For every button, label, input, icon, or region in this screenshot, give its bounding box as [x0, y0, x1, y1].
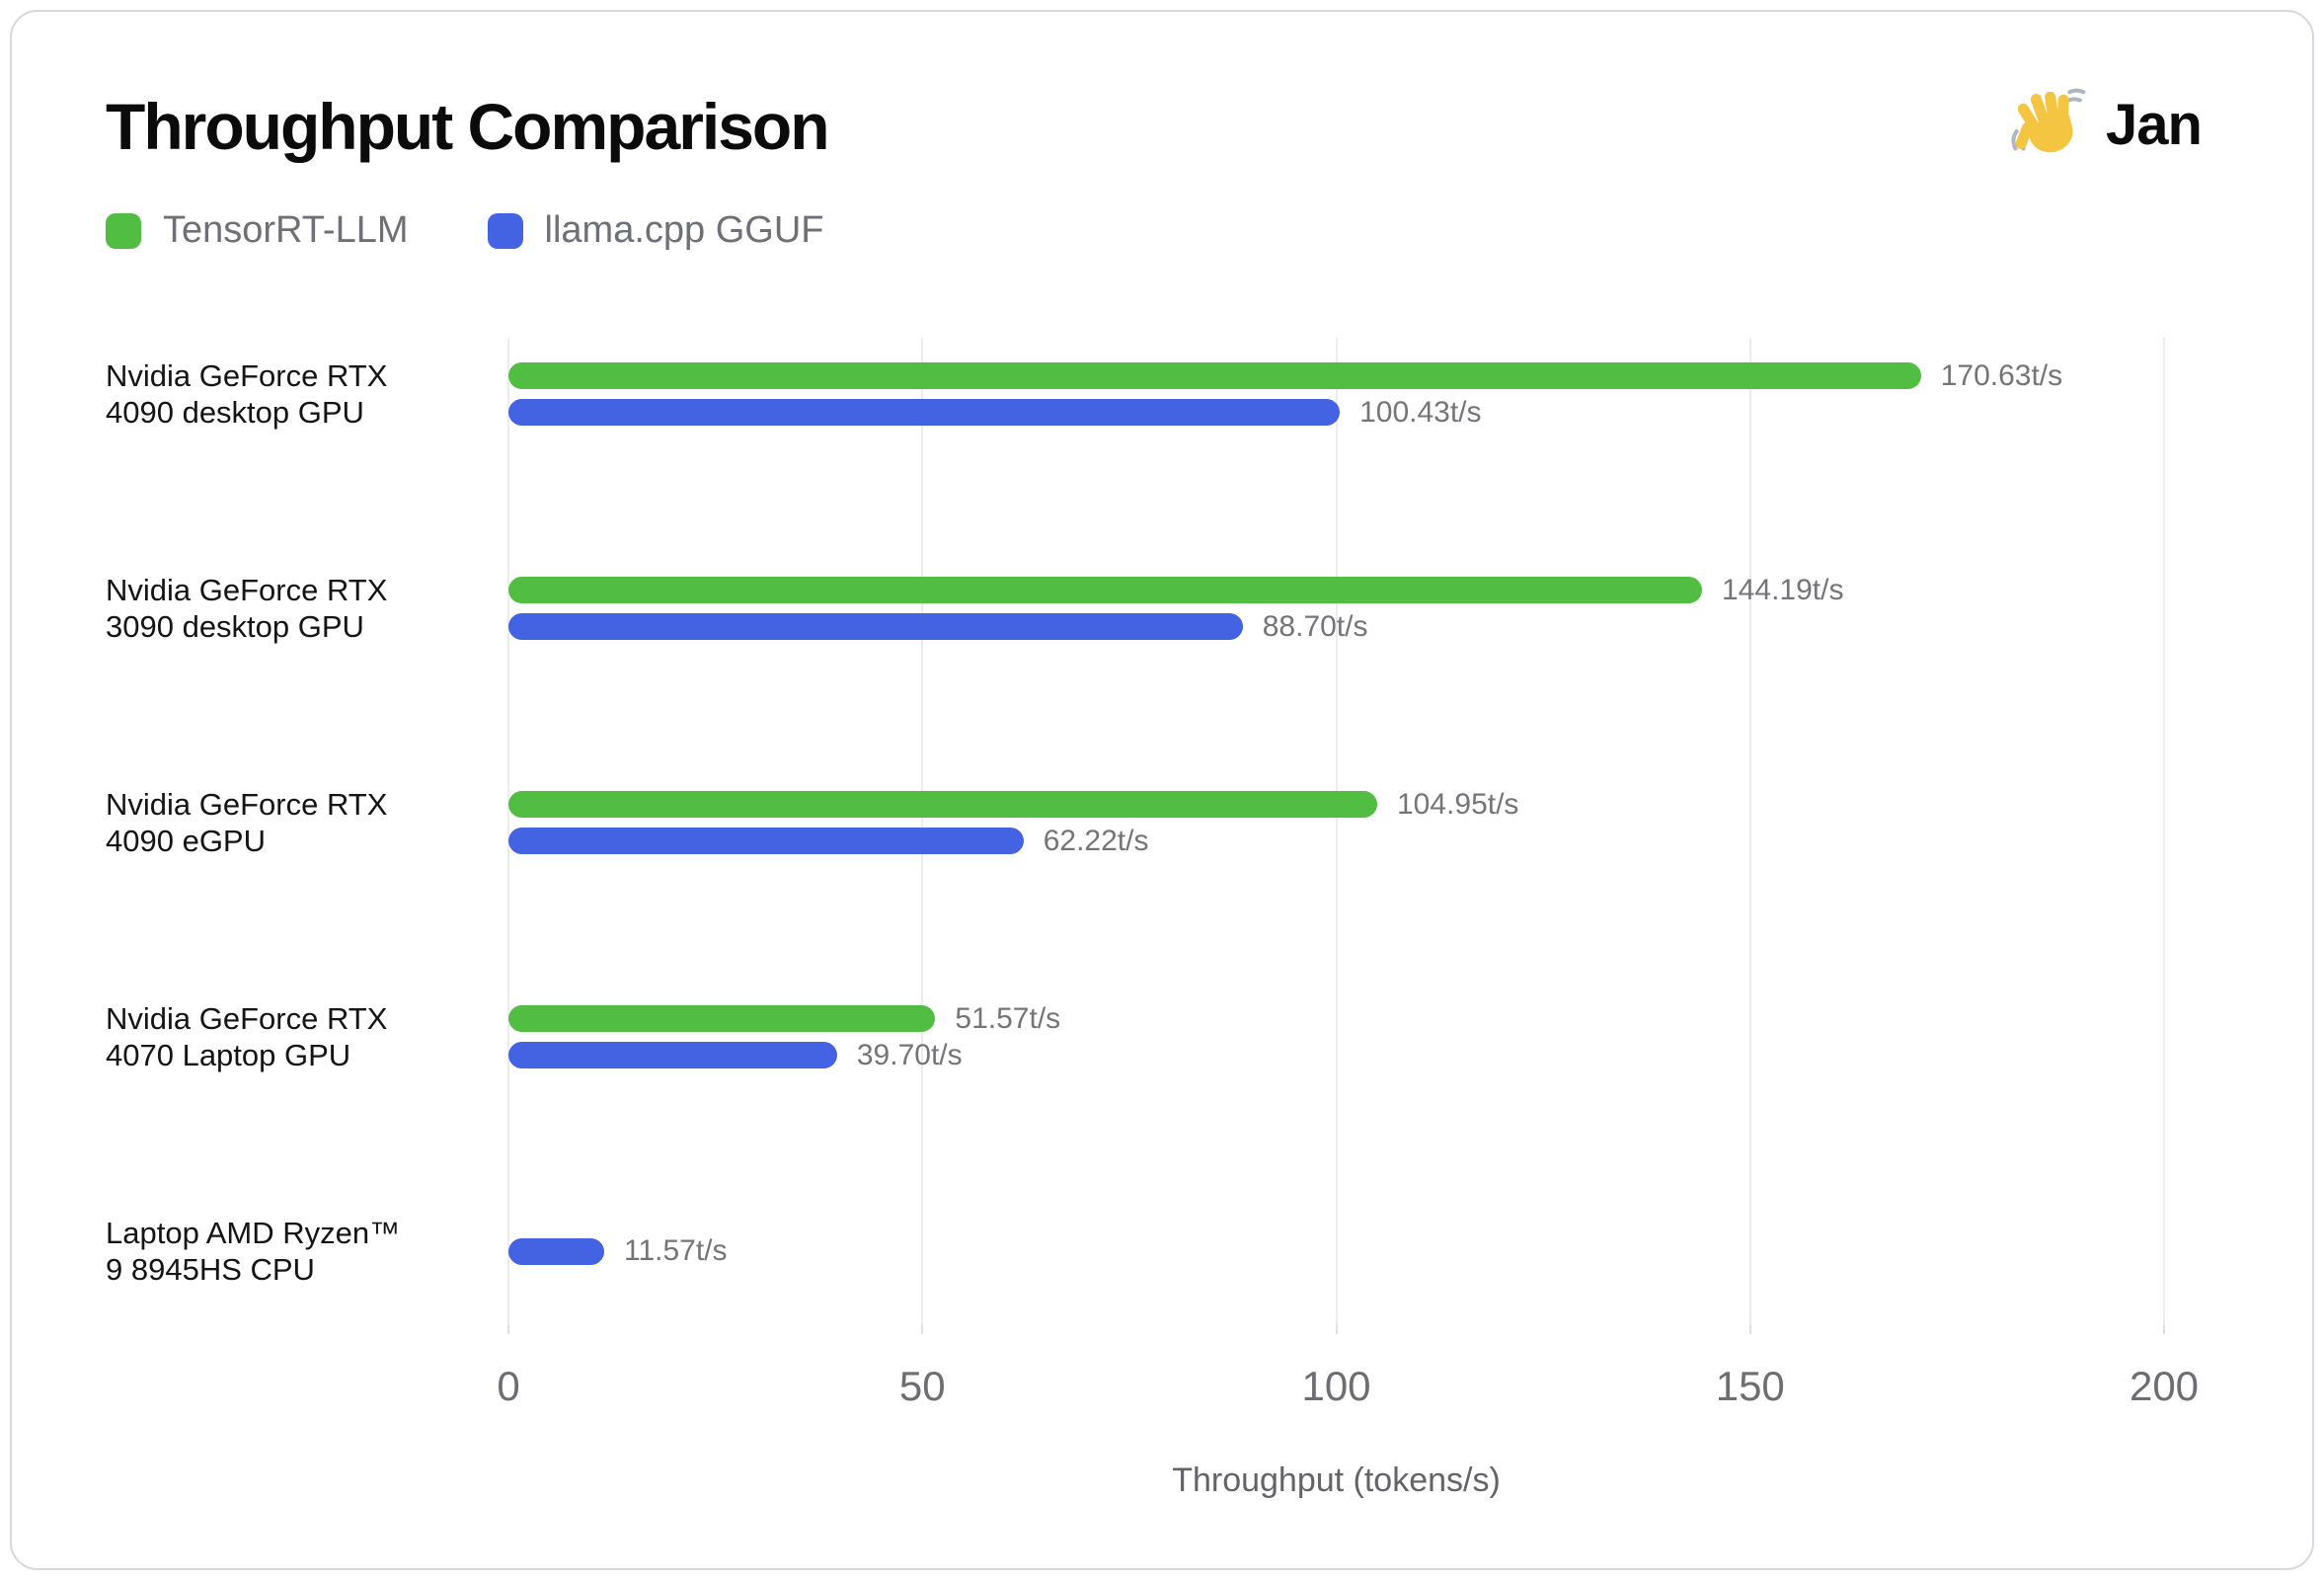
brand-badge: Jan — [2005, 83, 2203, 166]
axis-tick-mark — [2163, 1325, 2165, 1334]
bar-value-label: 88.70t/s — [1262, 609, 1368, 643]
bar-group: 104.95t/s 62.22t/s — [508, 778, 2164, 867]
category-label-line: 9 8945HS CPU — [106, 1252, 315, 1287]
bar-tensorrt-llm[interactable] — [508, 577, 1703, 603]
x-axis-tick-label: 100 — [1301, 1363, 1371, 1409]
category-label-line: Nvidia GeForce RTX — [106, 787, 388, 822]
x-axis-tick-label: 50 — [898, 1363, 946, 1409]
bar-line: 170.63t/s — [508, 359, 2164, 392]
bar-group: 170.63t/s 100.43t/s — [508, 350, 2164, 438]
axis-tick-mark — [1748, 1325, 1751, 1334]
bar-llamacpp-gguf[interactable] — [508, 399, 1341, 426]
gridline — [1335, 338, 1338, 1325]
x-axis-tick-label: 0 — [497, 1363, 520, 1409]
bar-line: 104.95t/s — [508, 788, 2164, 821]
legend-label: llama.cpp GGUF — [544, 209, 824, 251]
category-label: Nvidia GeForce RTX 4070 Laptop GPU — [106, 992, 508, 1081]
category-label-line: 4070 Laptop GPU — [106, 1038, 351, 1072]
chart-row: Nvidia GeForce RTX 4070 Laptop GPU 51.57t/… — [106, 992, 2164, 1081]
gridline — [2163, 338, 2165, 1325]
bar-line: 144.19t/s — [508, 574, 2164, 606]
bar-line: 11.57t/s — [508, 1234, 2164, 1267]
category-label: Laptop AMD Ryzen™ 9 8945HS CPU — [106, 1207, 508, 1296]
chart-row: Nvidia GeForce RTX 4090 desktop GPU 170.63… — [106, 350, 2164, 438]
bar-line: 39.70t/s — [508, 1039, 2164, 1071]
category-label-line: 4090 desktop GPU — [106, 395, 364, 430]
legend-label: TensorRT-LLM — [163, 209, 409, 251]
x-axis-ticks: 0 50 100 150 200 — [497, 1363, 2199, 1412]
category-label-line: Nvidia GeForce RTX — [106, 1001, 388, 1036]
x-axis-title: Throughput (tokens/s) — [1172, 1462, 1501, 1499]
chart-title: Throughput Comparison — [106, 90, 830, 163]
chart-legend: TensorRT-LLM llama.cpp GGUF — [106, 209, 823, 252]
legend-swatch-icon — [106, 212, 141, 249]
category-label-line: Laptop AMD Ryzen™ — [106, 1216, 401, 1250]
bar-value-label: 51.57t/s — [955, 1001, 1061, 1035]
legend-swatch-icon — [487, 212, 523, 249]
bar-line: 100.43t/s — [508, 396, 2164, 429]
category-label-line: 3090 desktop GPU — [106, 609, 364, 644]
bar-tensorrt-llm[interactable] — [508, 791, 1377, 818]
bar-value-label: 104.95t/s — [1397, 787, 1519, 821]
chart-row: Laptop AMD Ryzen™ 9 8945HS CPU 11.57t/s — [106, 1207, 2164, 1296]
x-axis-tick-label: 150 — [1715, 1363, 1785, 1409]
bar-value-label: 39.70t/s — [856, 1038, 963, 1071]
bar-llamacpp-gguf[interactable] — [508, 1042, 837, 1068]
waving-hand-icon — [2011, 88, 2086, 153]
axis-tick-mark — [921, 1325, 924, 1334]
bar-value-label: 144.19t/s — [1722, 573, 1844, 606]
category-label: Nvidia GeForce RTX 4090 desktop GPU — [106, 350, 508, 438]
bar-line: 51.57t/s — [508, 1002, 2164, 1035]
brand-name: Jan — [2106, 92, 2203, 157]
bar-llamacpp-gguf[interactable] — [508, 828, 1024, 854]
bar-llamacpp-gguf[interactable] — [508, 613, 1243, 640]
bar-value-label: 100.43t/s — [1359, 395, 1482, 429]
bar-line: 88.70t/s — [508, 610, 2164, 643]
bar-value-label: 170.63t/s — [1940, 358, 2063, 392]
axis-tick-mark — [1335, 1325, 1338, 1334]
category-label-line: 4090 eGPU — [106, 824, 266, 858]
bar-group: 144.19t/s 88.70t/s — [508, 564, 2164, 653]
legend-item[interactable]: llama.cpp GGUF — [487, 209, 824, 252]
bar-tensorrt-llm[interactable] — [508, 1005, 936, 1032]
category-label-line: Nvidia GeForce RTX — [106, 358, 388, 393]
bar-value-label: 62.22t/s — [1043, 824, 1149, 857]
chart-row: Nvidia GeForce RTX 3090 desktop GPU 144.19… — [106, 564, 2164, 653]
gridline — [1748, 338, 1751, 1325]
bar-value-label: 11.57t/s — [624, 1234, 728, 1267]
bar-group: 11.57t/s — [508, 1207, 2164, 1296]
bar-llamacpp-gguf[interactable] — [508, 1237, 604, 1265]
legend-item[interactable]: TensorRT-LLM — [106, 209, 409, 252]
chart-row: Nvidia GeForce RTX 4090 eGPU 104.95t/s 62.2… — [106, 778, 2164, 867]
gridline — [507, 338, 509, 1325]
category-label: Nvidia GeForce RTX 4090 eGPU — [106, 778, 508, 867]
category-label: Nvidia GeForce RTX 3090 desktop GPU — [106, 564, 508, 653]
bar-group: 51.57t/s 39.70t/s — [508, 992, 2164, 1081]
bar-line: 62.22t/s — [508, 825, 2164, 857]
x-axis-tick-label: 200 — [2129, 1363, 2200, 1409]
category-label-line: Nvidia GeForce RTX — [106, 573, 388, 607]
bar-tensorrt-llm[interactable] — [508, 362, 1921, 389]
chart-card: Throughput Comparison Jan TensorRT-LLM ll… — [10, 10, 2314, 1570]
axis-tick-mark — [507, 1325, 509, 1334]
